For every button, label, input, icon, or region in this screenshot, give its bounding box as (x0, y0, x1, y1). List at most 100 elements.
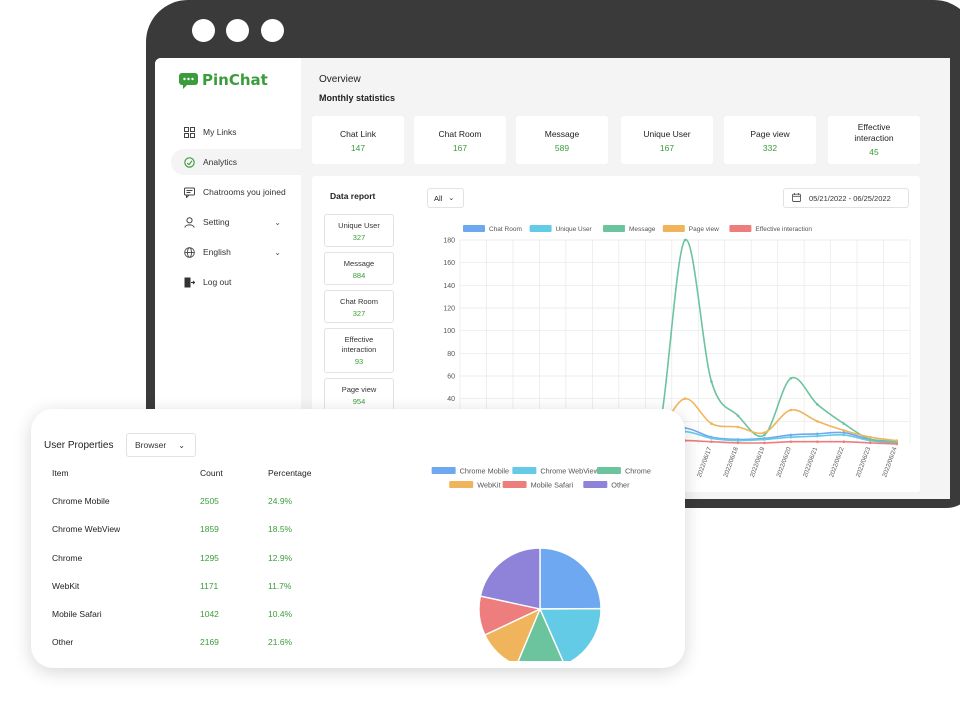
data-point (868, 435, 872, 439)
data-point (763, 433, 766, 437)
logout-icon (183, 276, 195, 288)
data-point (683, 397, 687, 400)
property-select-value: Browser (135, 440, 167, 450)
legend-label: Unique User (556, 226, 593, 233)
legend-label: Chat Room (489, 226, 522, 233)
gauge-icon (183, 156, 195, 168)
data-point (842, 429, 846, 432)
data-point (895, 442, 899, 446)
cell-item: Chrome WebView (52, 524, 121, 534)
data-point (789, 376, 793, 380)
filter-select-value: All (434, 193, 443, 203)
report-card-label: Chat Room (340, 297, 378, 306)
stat-value: 147 (350, 143, 366, 153)
sidebar-item-label: Setting (203, 217, 230, 227)
window-dot-icon (261, 19, 284, 42)
cell-count: 2169 (200, 637, 219, 647)
stat-card-chat-room: Chat Room 167 (414, 116, 506, 164)
report-card-value: 327 (352, 233, 366, 242)
cell-item: WebKit (52, 581, 80, 591)
chevron-down-icon: ⌄ (178, 440, 185, 450)
stat-label: Chat Room (438, 129, 482, 139)
data-point (763, 431, 766, 434)
data-point (868, 441, 872, 445)
sidebar-item-label: Analytics (203, 157, 238, 167)
data-point (816, 403, 819, 406)
x-tick-label: 2022/06/22 (828, 446, 846, 478)
x-tick-label: 2022/06/17 (696, 446, 714, 478)
legend-label: Page view (689, 226, 719, 233)
legend-swatch (449, 481, 474, 488)
sidebar-item-setting[interactable]: Setting ⌄ (171, 209, 281, 235)
user-icon (183, 216, 195, 228)
legend-swatch (463, 225, 485, 232)
data-point (816, 420, 819, 423)
date-range-value: 05/21/2022 - 06/25/2022 (809, 193, 891, 203)
calendar-icon (792, 192, 801, 204)
data-point (763, 438, 766, 441)
date-range-picker[interactable]: 05/21/2022 - 06/25/2022 (783, 188, 909, 208)
y-tick-label: 180 (443, 238, 455, 245)
sidebar-item-label: Chatrooms you joined (203, 187, 286, 197)
report-card-chat-room[interactable]: Chat Room 327 (324, 290, 394, 323)
data-point (842, 431, 846, 434)
legend-swatch (502, 481, 527, 488)
legend-swatch (583, 481, 608, 488)
data-point (789, 408, 793, 412)
y-tick-label: 100 (443, 328, 455, 335)
sidebar-item-label: My Links (203, 127, 237, 137)
pie-slice (479, 547, 541, 610)
report-card-label: Page view (341, 385, 377, 394)
filter-select[interactable]: All ⌄ (427, 188, 464, 208)
report-card-value: 954 (352, 397, 366, 406)
stat-value: 589 (554, 143, 570, 153)
stat-card-chat-link: Chat Link 147 (312, 116, 404, 164)
sidebar-item-logout[interactable]: Log out (171, 269, 231, 295)
legend-swatch (431, 467, 456, 474)
chat-icon (183, 186, 195, 198)
y-tick-label: 80 (447, 351, 455, 358)
legend-swatch (662, 225, 685, 232)
report-card-effective-interaction[interactable]: Effective interaction 93 (324, 328, 394, 373)
data-point (683, 238, 687, 242)
y-tick-label: 60 (447, 374, 455, 381)
property-select[interactable]: Browser ⌄ (126, 433, 196, 457)
y-tick-label: 140 (443, 283, 455, 290)
stat-value: 45 (869, 147, 879, 157)
window-dot-icon (226, 19, 249, 42)
report-card-page-view[interactable]: Page view 954 (324, 378, 394, 411)
data-point (895, 439, 899, 442)
legend-swatch (729, 225, 752, 232)
data-point (710, 440, 713, 444)
data-point (736, 439, 740, 442)
chevron-down-icon: ⌄ (274, 217, 281, 227)
sidebar-item-language[interactable]: English ⌄ (171, 239, 281, 265)
sidebar-item-chatrooms[interactable]: Chatrooms you joined (171, 179, 286, 205)
pie-slice (539, 547, 602, 610)
report-card-unique-user[interactable]: Unique User 327 (324, 214, 394, 247)
x-tick-label: 2022/06/19 (749, 446, 767, 478)
stat-label: Message (544, 129, 580, 139)
y-tick-label: 120 (443, 306, 455, 313)
sidebar-item-my-links[interactable]: My Links (171, 119, 237, 145)
legend-swatch (529, 225, 552, 232)
legend-label: Chrome (625, 467, 651, 476)
data-point (816, 432, 819, 436)
data-point (816, 434, 819, 438)
cell-percentage: 10.4% (268, 609, 293, 619)
globe-icon (183, 246, 195, 258)
cell-item: Other (52, 637, 74, 647)
cell-item: Mobile Safari (52, 609, 102, 619)
legend-label: Chrome Mobile (460, 467, 509, 476)
window-dot-icon (192, 19, 215, 42)
data-point (816, 440, 819, 444)
data-point (842, 433, 846, 437)
legend-label: Other (611, 481, 630, 490)
report-card-message[interactable]: Message 884 (324, 252, 394, 285)
legend-label: Effective interaction (755, 226, 812, 233)
sidebar-item-analytics[interactable]: Analytics (171, 149, 301, 175)
x-tick-label: 2022/06/18 (722, 446, 740, 478)
cell-percentage: 12.9% (268, 553, 293, 563)
logo[interactable]: PinChat (179, 71, 268, 89)
